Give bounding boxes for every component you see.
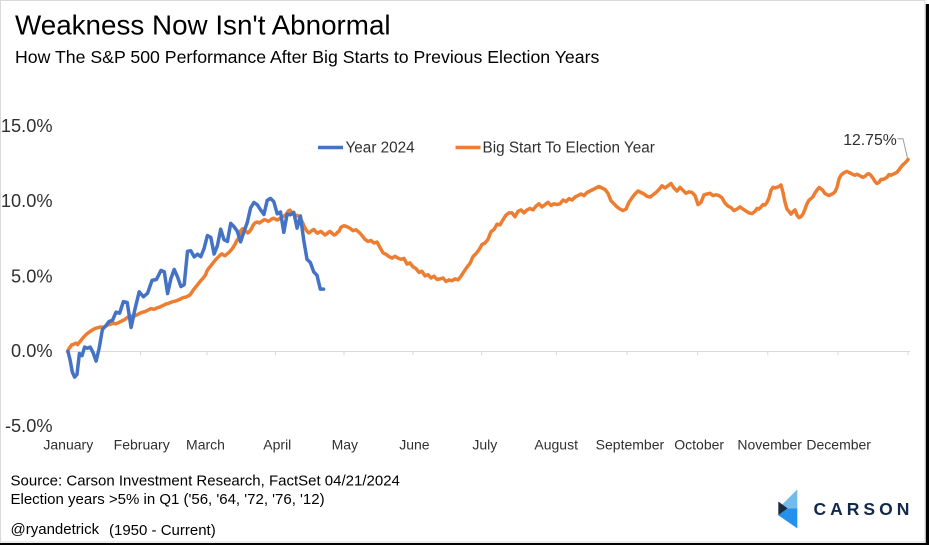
svg-text:Source: Carson Investment Rese: Source: Carson Investment Research, Fact… [11, 473, 400, 490]
svg-text:Year 2024: Year 2024 [346, 140, 416, 157]
svg-text:Election years >5% in Q1 ('56,: Election years >5% in Q1 ('56, '64, '72,… [11, 491, 325, 508]
svg-text:October: October [674, 437, 724, 453]
svg-text:November: November [737, 437, 802, 453]
svg-text:Weakness Now Isn't Abnormal: Weakness Now Isn't Abnormal [15, 10, 391, 41]
svg-text:How The S&P 500 Performance Af: How The S&P 500 Performance After Big St… [15, 47, 599, 67]
svg-text:July: July [472, 437, 497, 453]
svg-text:June: June [399, 437, 430, 453]
svg-text:12.75%: 12.75% [843, 132, 897, 149]
svg-text:(1950 - Current): (1950 - Current) [109, 522, 216, 539]
svg-text:-5.0%: -5.0% [5, 416, 53, 436]
svg-text:15.0%: 15.0% [1, 116, 53, 136]
svg-text:March: March [186, 437, 225, 453]
svg-text:December: December [806, 437, 871, 453]
svg-text:May: May [332, 437, 358, 453]
svg-text:10.0%: 10.0% [1, 191, 53, 211]
svg-text:CARSON: CARSON [814, 499, 914, 519]
svg-text:@ryandetrick: @ryandetrick [11, 521, 100, 538]
svg-text:April: April [263, 437, 291, 453]
svg-text:January: January [43, 437, 93, 453]
svg-text:5.0%: 5.0% [11, 266, 52, 286]
svg-text:0.0%: 0.0% [11, 341, 52, 361]
svg-text:February: February [114, 437, 170, 453]
svg-text:Big Start To Election Year: Big Start To Election Year [483, 140, 655, 157]
svg-text:September: September [596, 437, 665, 453]
svg-text:August: August [534, 437, 578, 453]
